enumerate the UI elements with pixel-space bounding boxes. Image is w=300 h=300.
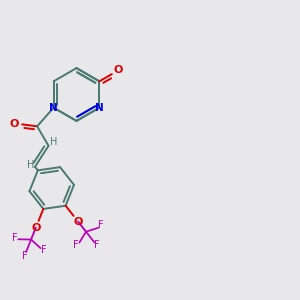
Text: F: F [12, 233, 17, 243]
Text: O: O [114, 65, 123, 75]
Text: N: N [49, 103, 58, 113]
Text: F: F [22, 251, 27, 261]
Text: F: F [41, 244, 47, 255]
Text: O: O [10, 119, 19, 129]
Text: F: F [98, 220, 104, 230]
Text: H: H [26, 160, 34, 170]
Text: F: F [94, 240, 100, 250]
Text: H: H [50, 137, 57, 147]
Text: F: F [74, 240, 79, 250]
Text: N: N [95, 103, 104, 113]
Text: O: O [74, 217, 83, 227]
Text: O: O [31, 223, 40, 233]
